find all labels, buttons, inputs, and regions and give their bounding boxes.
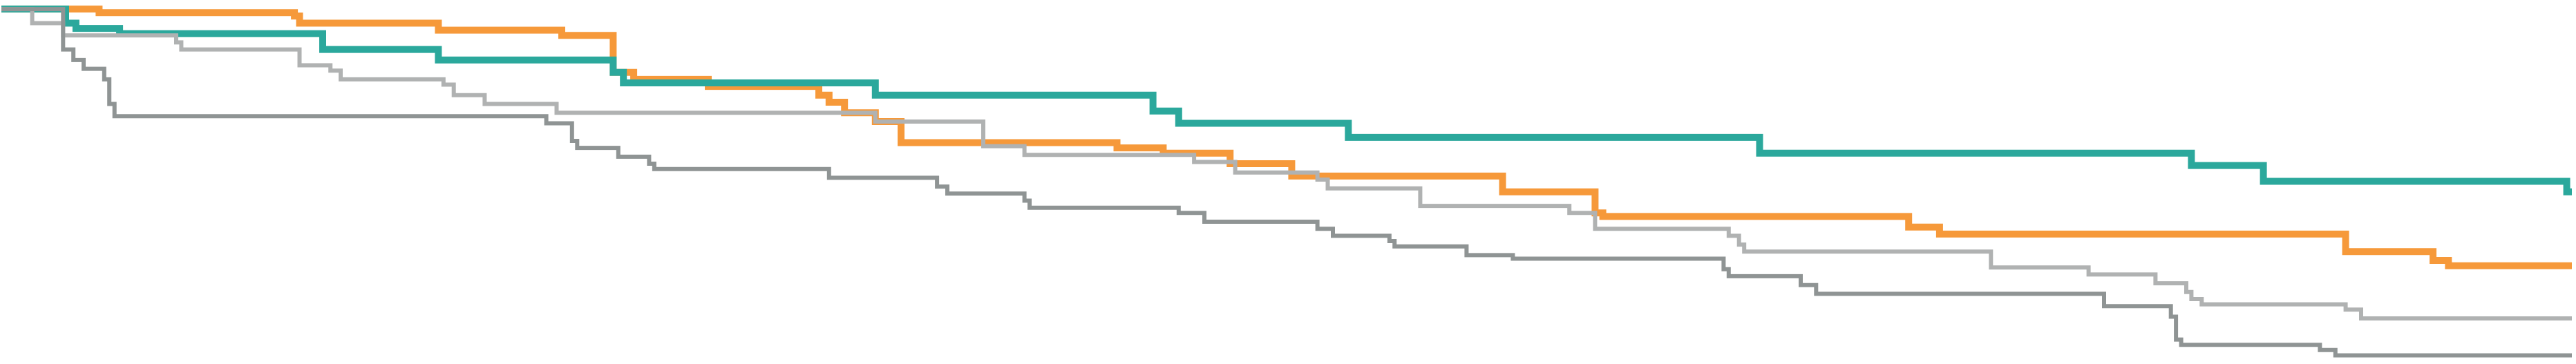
- series-layer: [1, 6, 2572, 358]
- series-line-2: [1, 6, 2572, 195]
- series-line-4: [1, 7, 2572, 358]
- series-line-1: [1, 6, 2572, 269]
- series-line-3: [1, 7, 2572, 320]
